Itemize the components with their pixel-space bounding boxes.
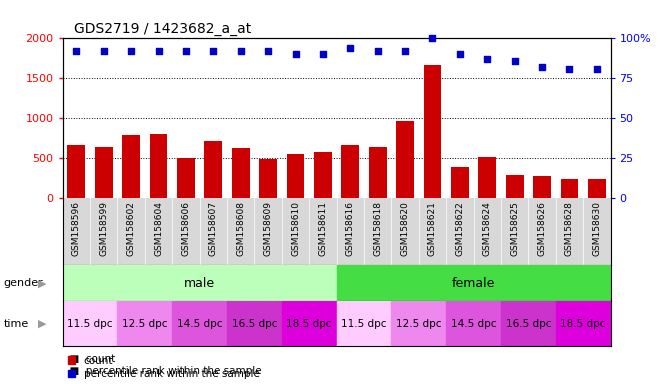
Bar: [478, 157, 496, 198]
Point: [126, 48, 137, 54]
Point: [153, 48, 164, 54]
Text: GSM158628: GSM158628: [565, 201, 574, 256]
Text: GSM158606: GSM158606: [182, 201, 191, 256]
Text: GSM158620: GSM158620: [401, 201, 410, 256]
Text: GSM158630: GSM158630: [592, 201, 601, 256]
Text: 12.5 dpc: 12.5 dpc: [122, 318, 168, 329]
Text: GSM158608: GSM158608: [236, 201, 246, 256]
Text: GSM158621: GSM158621: [428, 201, 437, 256]
Bar: [396, 121, 414, 198]
Text: GSM158599: GSM158599: [99, 201, 108, 256]
Bar: [341, 145, 359, 198]
Text: GSM158616: GSM158616: [346, 201, 355, 256]
Bar: [588, 179, 606, 198]
Bar: [172, 301, 227, 346]
Bar: [560, 179, 578, 198]
Text: 16.5 dpc: 16.5 dpc: [232, 318, 277, 329]
Point: [482, 56, 492, 62]
Bar: [556, 301, 611, 346]
Point: [591, 66, 602, 72]
Bar: [451, 167, 469, 198]
Bar: [95, 147, 113, 198]
Text: 12.5 dpc: 12.5 dpc: [396, 318, 442, 329]
Bar: [314, 152, 332, 198]
Text: GSM158625: GSM158625: [510, 201, 519, 256]
Text: GDS2719 / 1423682_a_at: GDS2719 / 1423682_a_at: [74, 22, 251, 36]
Point: [98, 48, 109, 54]
Bar: [501, 301, 556, 346]
Bar: [150, 134, 168, 198]
Text: GSM158607: GSM158607: [209, 201, 218, 256]
Point: [263, 48, 273, 54]
Bar: [67, 145, 85, 198]
Point: [317, 51, 328, 58]
Text: GSM158604: GSM158604: [154, 201, 163, 256]
Bar: [286, 154, 304, 198]
Text: GSM158618: GSM158618: [373, 201, 382, 256]
Text: 11.5 dpc: 11.5 dpc: [67, 318, 113, 329]
Text: GSM158611: GSM158611: [318, 201, 327, 256]
Text: ■  percentile rank within the sample: ■ percentile rank within the sample: [63, 366, 261, 376]
Bar: [533, 176, 551, 198]
Text: male: male: [184, 277, 215, 290]
Text: 14.5 dpc: 14.5 dpc: [451, 318, 496, 329]
Point: [455, 51, 465, 58]
Point: [427, 35, 438, 41]
Text: GSM158624: GSM158624: [482, 201, 492, 256]
Bar: [177, 157, 195, 198]
Bar: [232, 148, 249, 198]
Text: ▶: ▶: [38, 278, 47, 288]
Text: 16.5 dpc: 16.5 dpc: [506, 318, 551, 329]
Text: GSM158622: GSM158622: [455, 201, 465, 256]
Bar: [117, 301, 172, 346]
Text: female: female: [452, 277, 495, 290]
Text: ▶: ▶: [38, 318, 47, 329]
Bar: [282, 301, 337, 346]
Point: [181, 48, 191, 54]
Point: [564, 66, 575, 72]
Text: GSM158626: GSM158626: [537, 201, 546, 256]
Text: time: time: [3, 318, 28, 329]
Bar: [259, 159, 277, 198]
Point: [71, 48, 82, 54]
Bar: [227, 301, 282, 346]
Bar: [391, 301, 446, 346]
Text: 18.5 dpc: 18.5 dpc: [560, 318, 606, 329]
Text: GSM158602: GSM158602: [127, 201, 136, 256]
Bar: [122, 135, 140, 198]
Legend: count, percentile rank within the sample: count, percentile rank within the sample: [68, 356, 259, 379]
Text: ■  count: ■ count: [63, 354, 115, 364]
Bar: [63, 301, 117, 346]
Point: [537, 64, 547, 70]
Bar: [337, 265, 610, 301]
Bar: [424, 65, 442, 198]
Point: [290, 51, 301, 58]
Bar: [446, 301, 501, 346]
Text: 18.5 dpc: 18.5 dpc: [286, 318, 332, 329]
Bar: [205, 141, 222, 198]
Bar: [337, 301, 391, 346]
Point: [236, 48, 246, 54]
Point: [345, 45, 356, 51]
Bar: [63, 265, 337, 301]
Point: [208, 48, 218, 54]
Point: [510, 58, 520, 64]
Text: GSM158609: GSM158609: [263, 201, 273, 256]
Text: GSM158596: GSM158596: [72, 201, 81, 256]
Text: 14.5 dpc: 14.5 dpc: [177, 318, 222, 329]
Text: gender: gender: [3, 278, 43, 288]
Text: 11.5 dpc: 11.5 dpc: [341, 318, 387, 329]
Bar: [506, 175, 523, 198]
Text: GSM158610: GSM158610: [291, 201, 300, 256]
Point: [400, 48, 411, 54]
Bar: [369, 147, 387, 198]
Point: [372, 48, 383, 54]
